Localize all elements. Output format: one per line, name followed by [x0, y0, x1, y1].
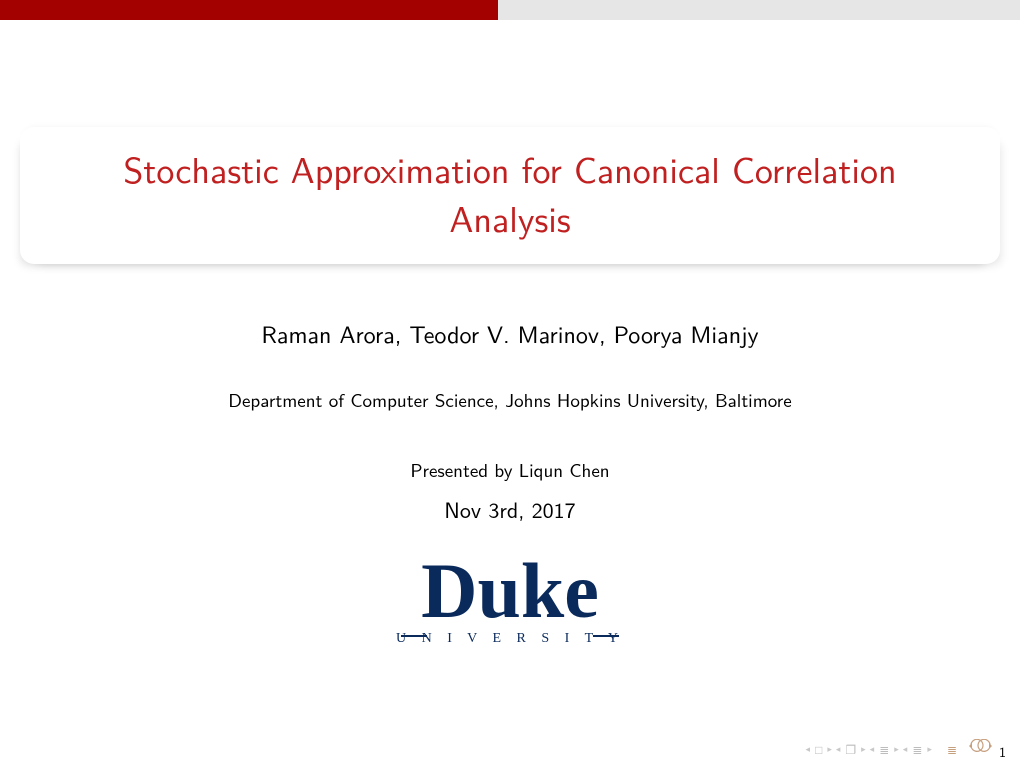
authors: Raman Arora, Teodor V. Marinov, Poorya M… — [28, 316, 992, 351]
affiliation: Department of Computer Science, Johns Ho… — [28, 385, 992, 413]
nav-frame-icon[interactable]: □ — [814, 740, 823, 758]
page-number: 1 — [999, 742, 1006, 762]
presenter: Presented by Liqun Chen — [28, 455, 992, 483]
title-block: Stochastic Approximation for Canonical C… — [28, 135, 992, 256]
beamer-nav-footer: ◂ □ ▸ ◂ ❐ ▸ ◂ ≣ ▸ ◂ ≣ ▸ ≣ — [806, 739, 1008, 758]
nav-doc-icon[interactable]: ≣ — [911, 740, 923, 758]
top-progress-bar — [0, 0, 1020, 20]
nav-prev-sub-icon[interactable]: ◂ — [836, 742, 841, 755]
nav-section-icon[interactable]: ≣ — [878, 740, 890, 758]
nav-next-icon[interactable]: ▸ — [827, 742, 832, 755]
topbar-red-segment — [0, 0, 498, 20]
nav-next-sub-icon[interactable]: ▸ — [861, 742, 866, 755]
nav-prev-icon[interactable]: ◂ — [806, 742, 811, 755]
slide-title: Stochastic Approximation for Canonical C… — [32, 145, 988, 242]
svg-text:U N I V E R S I T Y: U N I V E R S I T Y — [396, 631, 624, 646]
nav-next-doc-icon[interactable]: ▸ — [927, 742, 932, 755]
title-line-1: Stochastic Approximation for Canonical C… — [123, 142, 896, 195]
nav-icons[interactable]: ◂ □ ▸ ◂ ❐ ▸ ◂ ≣ ▸ ◂ ≣ ▸ ≣ — [806, 740, 958, 758]
date: Nov 3rd, 2017 — [28, 493, 992, 525]
duke-logo-svg: Duke U N I V E R S I T Y — [395, 547, 625, 665]
nav-prev-doc-icon[interactable]: ◂ — [903, 742, 908, 755]
nav-subframe-icon[interactable]: ❐ — [844, 740, 857, 758]
logo: Duke U N I V E R S I T Y — [28, 547, 992, 665]
nav-prev-sec-icon[interactable]: ◂ — [870, 742, 875, 755]
svg-text:Duke: Duke — [421, 547, 599, 634]
title-line-2: Analysis — [449, 191, 570, 244]
nav-next-sec-icon[interactable]: ▸ — [894, 742, 899, 755]
nav-goto-end-icon[interactable]: ≣ — [946, 740, 958, 758]
topbar-grey-segment — [498, 0, 1020, 20]
slide-content: Stochastic Approximation for Canonical C… — [0, 135, 1020, 665]
